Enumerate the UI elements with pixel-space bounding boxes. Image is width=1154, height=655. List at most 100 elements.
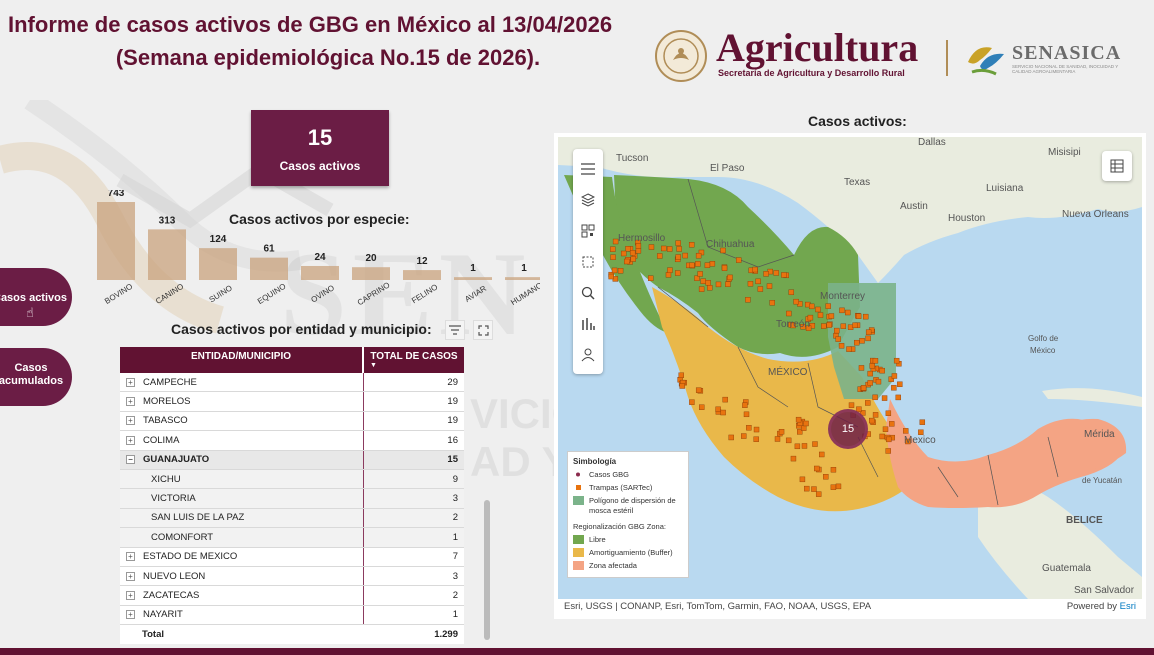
trap-marker[interactable] <box>826 322 832 328</box>
trap-marker[interactable] <box>665 272 672 278</box>
table-child-row[interactable]: SAN LUIS DE LA PAZ 2 <box>120 508 464 529</box>
esri-link[interactable]: Esri <box>1119 601 1136 612</box>
trap-marker[interactable] <box>800 324 806 330</box>
trap-marker[interactable] <box>721 265 728 271</box>
table-view-icon[interactable] <box>1102 151 1132 181</box>
trap-marker[interactable] <box>790 455 797 462</box>
table-row[interactable]: + NAYARIT 1 <box>120 605 464 626</box>
trap-marker[interactable] <box>629 250 636 256</box>
trap-marker[interactable] <box>745 297 751 303</box>
focus-mode-icon[interactable] <box>473 320 493 340</box>
table-child-row[interactable]: XICHU 9 <box>120 469 464 490</box>
trap-marker[interactable] <box>847 324 854 330</box>
trap-marker[interactable] <box>840 323 847 329</box>
trap-marker[interactable] <box>918 429 924 435</box>
trap-marker[interactable] <box>867 370 873 377</box>
trap-marker[interactable] <box>679 383 685 389</box>
trap-marker[interactable] <box>865 335 871 342</box>
trap-marker[interactable] <box>676 246 682 252</box>
trap-marker[interactable] <box>773 270 779 276</box>
expand-icon[interactable]: + <box>126 377 135 387</box>
trap-marker[interactable] <box>647 275 654 281</box>
table-row[interactable]: − GUANAJUATO 15 <box>120 450 464 470</box>
trap-marker[interactable] <box>746 425 752 431</box>
trap-marker[interactable] <box>728 434 734 441</box>
bar-ovino[interactable] <box>301 265 339 280</box>
trap-marker[interactable] <box>617 268 624 274</box>
column-header-total[interactable]: TOTAL DE CASOS ▼ <box>364 347 464 373</box>
table-row[interactable]: + ZACATECAS 2 <box>120 586 464 606</box>
trap-marker[interactable] <box>848 402 855 408</box>
expand-icon[interactable]: + <box>126 416 135 426</box>
trap-marker[interactable] <box>688 242 695 248</box>
trap-marker[interactable] <box>811 486 817 492</box>
trap-marker[interactable] <box>753 436 759 442</box>
bar-bovino[interactable] <box>97 202 135 280</box>
trap-marker[interactable] <box>675 254 681 260</box>
trap-marker[interactable] <box>885 410 892 416</box>
layers-icon[interactable] <box>573 184 603 215</box>
trap-marker[interactable] <box>825 303 831 309</box>
trap-marker[interactable] <box>675 240 681 246</box>
case-cluster-marker[interactable]: 15 <box>828 409 868 449</box>
trap-marker[interactable] <box>888 376 894 382</box>
trap-marker[interactable] <box>610 254 616 260</box>
trap-marker[interactable] <box>905 438 911 445</box>
trap-marker[interactable] <box>698 249 705 256</box>
trap-marker[interactable] <box>747 281 754 287</box>
trap-marker[interactable] <box>715 406 721 413</box>
trap-marker[interactable] <box>817 312 824 318</box>
trap-marker[interactable] <box>839 307 845 314</box>
trap-marker[interactable] <box>695 252 702 259</box>
trap-marker[interactable] <box>881 395 888 401</box>
trap-marker[interactable] <box>694 275 700 281</box>
trap-marker[interactable] <box>715 281 722 288</box>
trap-marker[interactable] <box>809 303 815 310</box>
bar-aviar[interactable] <box>454 277 492 280</box>
trap-marker[interactable] <box>635 248 642 254</box>
table-child-row[interactable]: COMONFORT 1 <box>120 528 464 548</box>
trap-marker[interactable] <box>872 394 878 401</box>
trap-marker[interactable] <box>812 441 818 447</box>
trap-marker[interactable] <box>674 270 681 276</box>
expand-icon[interactable]: + <box>126 435 135 445</box>
trap-marker[interactable] <box>865 329 872 335</box>
trap-marker[interactable] <box>885 448 891 454</box>
trap-marker[interactable] <box>611 267 618 274</box>
trap-marker[interactable] <box>879 367 885 374</box>
bar-caprino[interactable] <box>352 267 390 280</box>
trap-marker[interactable] <box>678 372 684 378</box>
menu-icon[interactable] <box>573 153 603 184</box>
trap-marker[interactable] <box>835 336 841 342</box>
trap-marker[interactable] <box>752 266 758 273</box>
trap-marker[interactable] <box>682 252 688 259</box>
trap-marker[interactable] <box>620 250 627 257</box>
trap-marker[interactable] <box>742 402 748 408</box>
trap-marker[interactable] <box>766 283 773 289</box>
trap-marker[interactable] <box>656 253 663 259</box>
trap-marker[interactable] <box>895 394 901 401</box>
trap-marker[interactable] <box>785 437 792 444</box>
trap-marker[interactable] <box>709 261 716 267</box>
trap-marker[interactable] <box>736 257 742 263</box>
table-row[interactable]: + COLIMA 16 <box>120 431 464 451</box>
trap-marker[interactable] <box>828 313 835 319</box>
bar-felino[interactable] <box>403 270 441 280</box>
trap-marker[interactable] <box>869 417 875 424</box>
trap-marker[interactable] <box>889 421 895 427</box>
trap-marker[interactable] <box>903 428 909 434</box>
trap-marker[interactable] <box>893 357 900 364</box>
trap-marker[interactable] <box>666 246 673 252</box>
bar-suino[interactable] <box>199 248 237 280</box>
trap-marker[interactable] <box>872 412 879 418</box>
trap-marker[interactable] <box>667 267 673 273</box>
trap-marker[interactable] <box>689 399 695 405</box>
trap-marker[interactable] <box>695 387 702 393</box>
trap-marker[interactable] <box>778 429 785 435</box>
table-child-row[interactable]: VICTORIA 3 <box>120 489 464 509</box>
bar-equino[interactable] <box>250 257 288 280</box>
expand-icon[interactable]: + <box>126 571 135 581</box>
trap-marker[interactable] <box>727 274 733 281</box>
trap-marker[interactable] <box>635 243 642 249</box>
expand-icon[interactable]: + <box>126 397 135 407</box>
